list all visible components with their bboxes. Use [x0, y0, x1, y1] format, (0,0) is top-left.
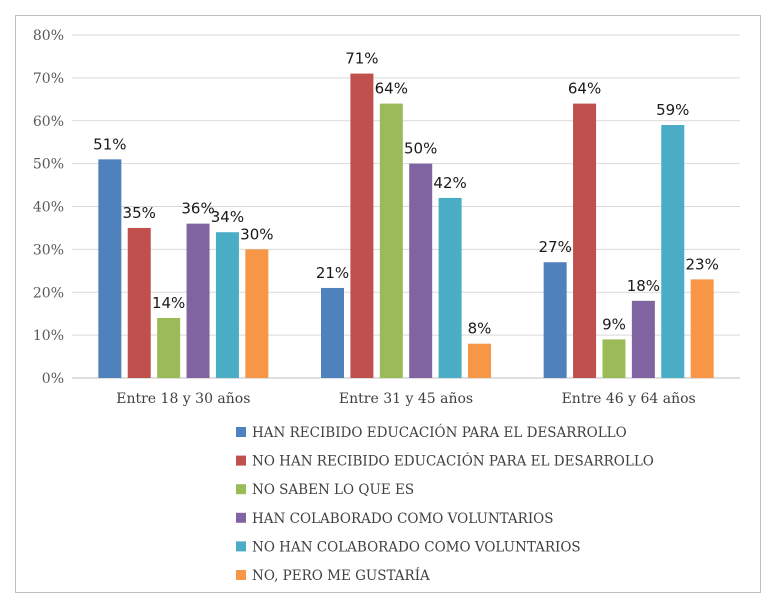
- legend-label: HAN COLABORADO COMO VOLUNTARIOS: [252, 511, 553, 527]
- bar: [379, 103, 403, 378]
- y-tick-label: 60%: [33, 114, 64, 130]
- bar: [409, 163, 433, 378]
- data-label: 71%: [345, 50, 378, 68]
- data-label: 14%: [152, 294, 185, 312]
- legend-swatch: [236, 541, 246, 552]
- bar: [127, 227, 151, 378]
- legend-swatch: [236, 484, 246, 495]
- legend-label: HAN RECIBIDO EDUCACIÓN PARA EL DESARROLL…: [252, 424, 627, 441]
- y-tick-label: 0%: [42, 371, 64, 387]
- bar: [468, 343, 491, 378]
- bar: [543, 262, 567, 378]
- data-label: 23%: [685, 255, 718, 273]
- legend-label: NO SABEN LO QUE ES: [252, 482, 414, 498]
- bar: [157, 317, 181, 378]
- legend-swatch: [236, 427, 246, 437]
- data-label: 9%: [602, 315, 626, 333]
- legend-label: NO HAN COLABORADO COMO VOLUNTARIOS: [252, 539, 581, 555]
- x-category-label: Entre 18 y 30 años: [116, 391, 250, 407]
- y-tick-label: 50%: [33, 157, 64, 173]
- data-label: 64%: [375, 80, 408, 98]
- data-label: 18%: [627, 277, 660, 295]
- bar: [690, 279, 714, 378]
- data-label: 51%: [93, 135, 126, 153]
- bar: [661, 125, 685, 378]
- legend-swatch: [236, 455, 246, 466]
- data-label: 21%: [316, 264, 349, 282]
- data-label: 8%: [468, 320, 492, 338]
- bar: [573, 103, 597, 378]
- y-tick-label: 40%: [33, 200, 64, 216]
- data-label: 30%: [240, 225, 273, 243]
- x-category-label: Entre 46 y 64 años: [562, 391, 696, 407]
- y-tick-label: 30%: [33, 242, 64, 258]
- bar: [321, 287, 344, 378]
- bar: [438, 197, 462, 378]
- y-tick-label: 80%: [33, 28, 64, 44]
- bar: [602, 339, 626, 378]
- data-label: 42%: [433, 174, 466, 192]
- y-tick-label: 70%: [33, 71, 64, 87]
- data-label: 36%: [181, 200, 214, 218]
- data-label: 35%: [123, 204, 156, 222]
- bar: [631, 300, 655, 378]
- bar: [186, 223, 210, 378]
- data-label: 59%: [656, 101, 689, 119]
- legend-label: NO HAN RECIBIDO EDUCACIÓN PARA EL DESARR…: [252, 453, 654, 470]
- y-tick-label: 20%: [33, 285, 64, 301]
- bar: [245, 249, 269, 378]
- x-category-label: Entre 31 y 45 años: [339, 391, 473, 407]
- data-label: 34%: [211, 208, 244, 226]
- legend-label: NO, PERO ME GUSTARÍA: [252, 568, 430, 584]
- y-tick-label: 10%: [33, 328, 64, 344]
- data-label: 50%: [404, 140, 437, 158]
- bar: [98, 159, 122, 378]
- legend-swatch: [236, 512, 246, 523]
- data-label: 27%: [538, 238, 571, 256]
- legend-swatch: [236, 570, 246, 580]
- data-label: 64%: [568, 80, 601, 98]
- bar: [350, 73, 374, 379]
- bar: [215, 232, 239, 378]
